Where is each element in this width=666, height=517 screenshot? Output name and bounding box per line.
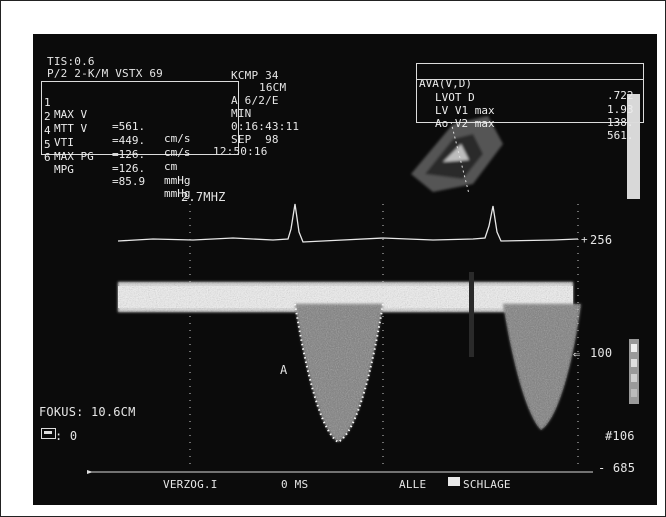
ecg-trace (117, 203, 579, 243)
measurement-row: 2 MTT V =449. cm/s (44, 99, 234, 171)
ultrasound-screen: + TIS:0.6 (33, 34, 657, 505)
ava-box: AVA(V,D) .722 LVOT D 1.93 LV V1 max 138.… (416, 63, 644, 142)
min-label: MIN (231, 107, 252, 120)
mode-line: P/2 2-K/M VSTX 69 (47, 67, 163, 80)
ava-label: LVOT D (435, 91, 475, 104)
measurement-value: =126. (112, 162, 146, 175)
measurement-value: =561. (112, 120, 146, 133)
frequency-label: 2.7MHZ (181, 190, 226, 204)
ava-value: .722 (607, 89, 634, 102)
ava-value: 1.93 (607, 103, 634, 116)
scale-top-label: 256 (590, 233, 613, 247)
cursor-line (469, 272, 474, 357)
measurement-row: 1 MAX V =561. cm/s (44, 85, 234, 157)
tis-label: TIS:0.6 (47, 55, 95, 68)
kcmp-label: KCMP 34 (231, 69, 279, 82)
probe-value: : 0 (55, 429, 78, 443)
ava-label: Ao V2 max (435, 117, 495, 130)
date-label: SEP 98 (231, 133, 279, 146)
depth-label: 16CM (259, 81, 287, 94)
measurement-marker: 6 (44, 151, 51, 164)
scale-right-bottom-label: #106 (605, 429, 635, 443)
time-label: 0:16:43:11 (231, 120, 300, 133)
measurement-row: 6 MPG =85.9 mmHg (44, 140, 234, 212)
scale-mid-label: 100 (590, 346, 613, 360)
scale-bottom-label: - 685 (598, 461, 636, 475)
bottom-schlage: SCHLAGE (463, 478, 511, 491)
ava-row: LV V1 max 138. (419, 93, 641, 141)
measurement-label: MTT V (54, 122, 88, 135)
probe-icon (41, 428, 56, 439)
bottom-alle: ALLE (399, 478, 427, 491)
measurement-unit: mmHg (164, 187, 191, 200)
measurement-row: 5 MAX PG =126. mmHg (44, 127, 234, 199)
bottom-verzog: VERZOG.I (163, 478, 218, 491)
measurement-unit: cm (164, 160, 178, 173)
doppler-spectrum: + (87, 94, 640, 486)
measurement-marker: 2 (44, 110, 51, 123)
svg-text:+: + (581, 233, 588, 246)
echo-thumbnail (411, 116, 503, 192)
measurement-marker: 5 (44, 138, 51, 151)
measurement-unit: mmHg (164, 174, 191, 187)
ava-row: AVA(V,D) .722 (419, 66, 641, 114)
measurement-marker: 4 (44, 124, 51, 137)
measurement-row: 4 VTI =126. cm (44, 113, 234, 185)
gain-label: A 6/2/E (231, 94, 279, 107)
marker-a-label: A (280, 363, 288, 377)
ava-row: Ao V2 max 561. (419, 106, 641, 154)
measurement-box: 1 MAX V =561. cm/s 2 MTT V =449. cm/s 4 … (41, 81, 239, 200)
ava-value: 138. (607, 116, 634, 129)
measurement-label: MAX V (54, 108, 88, 121)
measurement-marker: 1 (44, 96, 51, 109)
scale-arrow-icon: ⇐ (573, 347, 581, 361)
ava-label: LV V1 max (435, 104, 495, 117)
measurement-value: =126. (112, 148, 146, 161)
ava-label: AVA(V,D) (419, 77, 472, 90)
fokus-label: FOKUS: 10.6CM (39, 405, 136, 419)
measurement-label: MAX PG (54, 150, 94, 163)
ava-value: 561. (607, 129, 634, 142)
grayscale-bar (627, 94, 640, 199)
measurement-label: MPG (54, 163, 74, 176)
ava-row: LVOT D 1.93 (419, 80, 641, 128)
measurement-value: =85.9 (112, 175, 146, 188)
ava-divider (417, 79, 643, 80)
measurement-unit: cm/s (164, 146, 191, 159)
measurement-value: =449. (112, 134, 146, 147)
measurement-label: VTI (54, 136, 74, 149)
bottom-ms: 0 MS (281, 478, 309, 491)
grayscale-bar-lower (629, 339, 639, 404)
measurement-unit: cm/s (164, 132, 191, 145)
